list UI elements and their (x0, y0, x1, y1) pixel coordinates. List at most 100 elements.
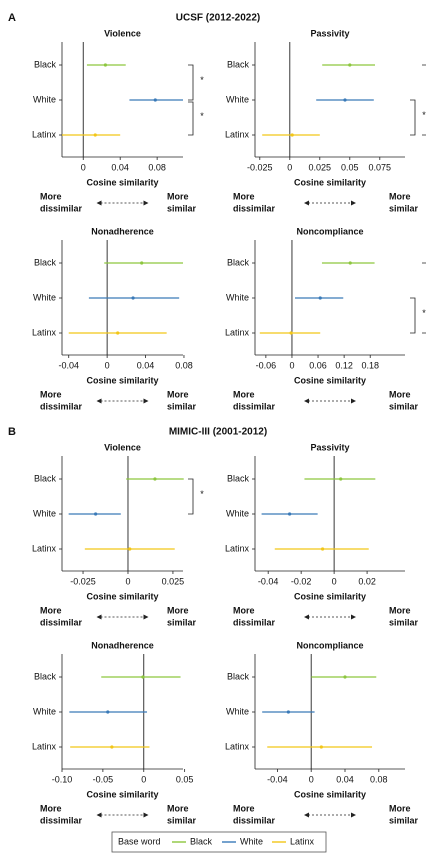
direction-label: dissimilar (233, 203, 276, 213)
point (289, 331, 293, 335)
x-tick-label: 0.04 (336, 774, 354, 784)
x-tick-label: 0.025 (162, 576, 185, 586)
point (93, 133, 97, 137)
x-tick-label: 0 (81, 162, 86, 172)
direction-label: More (233, 803, 255, 813)
direction-label: More (233, 191, 255, 201)
direction-label: dissimilar (40, 203, 83, 213)
point (348, 261, 352, 265)
x-tick-label: 0 (287, 162, 292, 172)
x-tick-label: -0.02 (291, 576, 312, 586)
x-tick-label: 0.08 (370, 774, 388, 784)
direction-label: More (389, 803, 411, 813)
x-tick-label: 0 (105, 360, 110, 370)
x-tick-label: -0.04 (58, 360, 79, 370)
direction-label: More (167, 605, 189, 615)
significance-bracket (188, 64, 194, 101)
x-tick-label: -0.025 (70, 576, 96, 586)
y-tick-label: Black (34, 59, 57, 69)
section-title: MIMIC-III (2001-2012) (169, 427, 267, 438)
x-tick-label: 0.075 (369, 162, 392, 172)
direction-label: similar (389, 203, 419, 213)
panel-title: Nonadherence (91, 226, 154, 236)
point (286, 710, 290, 714)
y-tick-label: White (226, 94, 249, 104)
point (106, 710, 110, 714)
x-axis-label: Cosine similarity (86, 375, 158, 385)
point (343, 98, 347, 102)
section-label: B (8, 426, 16, 438)
legend-title: Base word (118, 836, 161, 846)
significance-bracket (422, 64, 426, 136)
direction-label: More (389, 605, 411, 615)
direction-label: More (233, 389, 255, 399)
x-tick-label: 0 (332, 576, 337, 586)
y-tick-label: White (33, 508, 56, 518)
point (94, 512, 98, 516)
legend-label: White (240, 836, 263, 846)
x-axis-label: Cosine similarity (86, 789, 158, 799)
x-tick-label: 0.05 (176, 774, 194, 784)
x-tick-label: 0.04 (137, 360, 155, 370)
point (318, 296, 322, 300)
x-tick-label: 0.025 (309, 162, 332, 172)
y-tick-label: Latinx (225, 543, 250, 553)
direction-label: More (40, 191, 62, 201)
point (128, 547, 132, 551)
significance-label: * (422, 308, 426, 318)
section-title: UCSF (2012-2022) (176, 13, 260, 24)
direction-label: More (389, 191, 411, 201)
y-tick-label: White (226, 706, 249, 716)
y-tick-label: Latinx (32, 543, 57, 553)
x-tick-label: 0 (289, 360, 294, 370)
point (348, 63, 352, 67)
y-tick-label: Latinx (225, 741, 250, 751)
direction-label: similar (167, 617, 197, 627)
x-axis-label: Cosine similarity (294, 789, 366, 799)
y-tick-label: White (33, 706, 56, 716)
x-axis-label: Cosine similarity (86, 591, 158, 601)
point (320, 547, 325, 551)
direction-label: dissimilar (40, 617, 83, 627)
direction-label: similar (167, 203, 197, 213)
y-tick-label: Latinx (225, 129, 250, 139)
point (343, 675, 347, 679)
significance-label: * (422, 110, 426, 120)
x-tick-label: 0.06 (309, 360, 327, 370)
x-tick-label: 0.18 (361, 360, 379, 370)
x-tick-label: 0 (141, 774, 146, 784)
panel-title: Noncompliance (296, 226, 363, 236)
direction-label: More (40, 803, 62, 813)
y-tick-label: Black (34, 473, 57, 483)
direction-label: More (167, 803, 189, 813)
point (153, 98, 157, 102)
y-tick-label: White (226, 292, 249, 302)
point (131, 296, 135, 300)
section-label: A (8, 12, 16, 24)
x-tick-label: 0.12 (335, 360, 353, 370)
point (288, 512, 292, 516)
point (140, 261, 144, 265)
x-tick-label: -0.06 (256, 360, 277, 370)
x-axis-label: Cosine similarity (86, 177, 158, 187)
point (153, 477, 157, 481)
x-tick-label: 0.05 (341, 162, 359, 172)
x-tick-label: -0.05 (93, 774, 114, 784)
direction-label: dissimilar (233, 617, 276, 627)
x-tick-label: 0 (125, 576, 130, 586)
x-tick-label: 0.04 (111, 162, 129, 172)
point (339, 477, 343, 481)
y-tick-label: Black (34, 257, 57, 267)
significance-label: * (200, 75, 204, 85)
point (141, 675, 145, 679)
direction-label: similar (389, 815, 419, 825)
direction-label: similar (167, 401, 197, 411)
point (116, 331, 120, 335)
y-tick-label: Latinx (32, 327, 57, 337)
direction-label: similar (167, 815, 197, 825)
point (290, 133, 294, 137)
direction-label: similar (389, 401, 419, 411)
y-tick-label: Latinx (32, 129, 57, 139)
direction-label: dissimilar (233, 401, 276, 411)
